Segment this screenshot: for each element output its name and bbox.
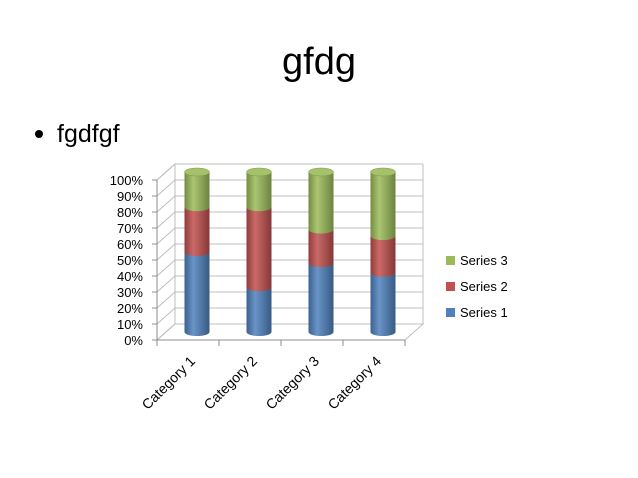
y-tick-label: 30% [117, 285, 143, 300]
legend-label: Series 3 [460, 253, 508, 268]
legend-label: Series 2 [460, 279, 508, 294]
chart-gridlines [156, 163, 424, 341]
gridline [156, 211, 423, 229]
gridline [156, 243, 423, 261]
y-tick-label: 100% [110, 173, 144, 188]
bar-cap [370, 167, 396, 177]
x-axis: Category 1 Category 2 Category 3 Category 4 [138, 339, 406, 413]
gridline [156, 323, 423, 341]
bar-cap [308, 167, 334, 177]
bullet-item: fgdfgf [35, 118, 120, 150]
chart-legend: Series 3 Series 2 Series 1 [446, 253, 508, 320]
gridline [156, 195, 423, 213]
slide-title: gfdg [282, 41, 356, 83]
bar-segment [184, 207, 210, 256]
bar-segment [246, 172, 272, 212]
y-tick-label: 20% [117, 301, 143, 316]
bar-segment [184, 172, 210, 212]
bar-segment [370, 236, 396, 277]
bar-segment [308, 229, 334, 268]
bar-segment [246, 287, 272, 336]
y-tick-label: 60% [117, 237, 143, 252]
x-category-label: Category 4 [324, 353, 384, 413]
chart-bars [184, 167, 396, 336]
legend-swatch [446, 308, 455, 317]
x-category-label: Category 2 [200, 353, 260, 413]
bar-segment [184, 252, 210, 336]
bar-segment [370, 272, 396, 336]
legend-swatch [446, 256, 455, 265]
y-tick-label: 70% [117, 221, 143, 236]
y-tick-label: 0% [124, 333, 143, 348]
bar-cap [246, 167, 272, 177]
y-tick-label: 80% [117, 205, 143, 220]
y-tick-label: 10% [117, 317, 143, 332]
legend-label: Series 1 [460, 305, 508, 320]
y-tick-label: 50% [117, 253, 143, 268]
bar-cap [184, 167, 210, 177]
gridline [156, 291, 423, 309]
bar-segment [370, 172, 396, 240]
gridline [156, 259, 423, 277]
bullet-dot-icon [35, 130, 43, 138]
x-category-label: Category 1 [138, 353, 198, 413]
gridline [156, 307, 423, 325]
gridline [156, 227, 423, 245]
legend-swatch [446, 282, 455, 291]
gridline [156, 163, 423, 181]
bar-segment [308, 263, 334, 336]
y-tick-label: 90% [117, 189, 143, 204]
bar-segment [246, 207, 272, 292]
gridline [156, 275, 423, 293]
x-category-label: Category 3 [262, 353, 322, 413]
gridline [156, 179, 423, 197]
y-axis: 0%10%20%30%40%50%60%70%80%90%100% [110, 173, 158, 348]
y-tick-label: 40% [117, 269, 143, 284]
bullet-text: fgdfgf [57, 120, 120, 148]
bar-segment [308, 172, 334, 234]
